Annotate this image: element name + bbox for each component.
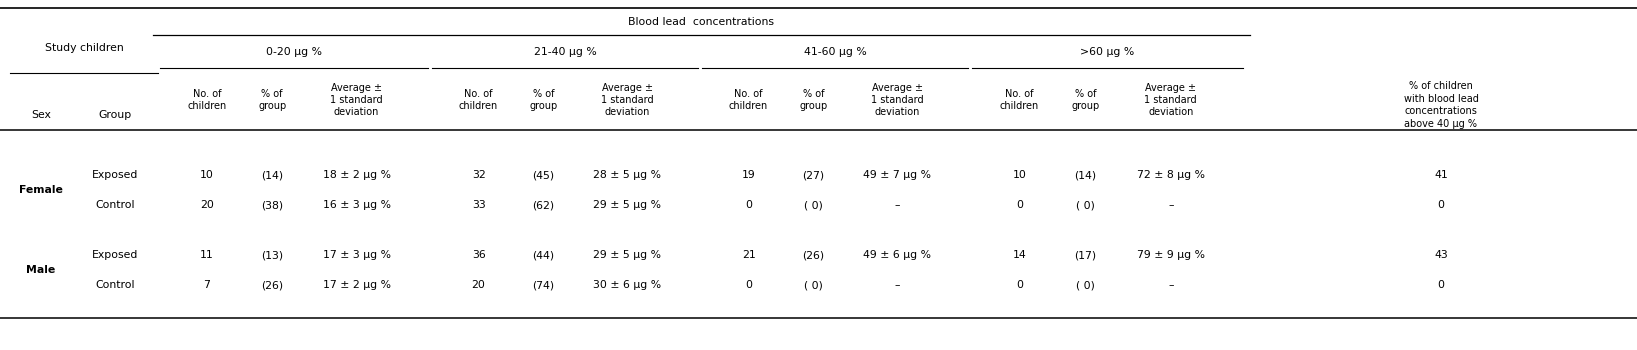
Text: Male: Male [26, 265, 56, 275]
Text: –: – [1169, 280, 1174, 290]
Text: 0: 0 [745, 280, 751, 290]
Text: 20: 20 [471, 280, 486, 290]
Text: (27): (27) [802, 170, 825, 180]
Text: Control: Control [95, 200, 134, 210]
Text: (14): (14) [1074, 170, 1097, 180]
Text: 41-60 μg %: 41-60 μg % [804, 47, 866, 57]
Text: 21-40 μg %: 21-40 μg % [534, 47, 596, 57]
Text: (26): (26) [802, 250, 825, 260]
Text: 43: 43 [1434, 250, 1447, 260]
Text: No. of
children: No. of children [187, 89, 226, 111]
Text: 14: 14 [1013, 250, 1026, 260]
Text: –: – [894, 200, 900, 210]
Text: >60 μg %: >60 μg % [1080, 47, 1134, 57]
Text: 0-20 μg %: 0-20 μg % [265, 47, 322, 57]
Text: ( 0): ( 0) [1076, 200, 1095, 210]
Text: 7: 7 [203, 280, 211, 290]
Text: 16 ± 3 μg %: 16 ± 3 μg % [322, 200, 391, 210]
Text: (26): (26) [262, 280, 283, 290]
Text: 21: 21 [742, 250, 755, 260]
Text: ( 0): ( 0) [804, 280, 823, 290]
Text: 0: 0 [1437, 280, 1444, 290]
Text: Blood lead  concentrations: Blood lead concentrations [629, 17, 774, 27]
Text: Sex: Sex [31, 110, 51, 120]
Text: (38): (38) [262, 200, 283, 210]
Text: –: – [894, 280, 900, 290]
Text: % of
group: % of group [259, 89, 286, 111]
Text: ( 0): ( 0) [1076, 280, 1095, 290]
Text: Study children: Study children [44, 43, 123, 53]
Text: (44): (44) [532, 250, 555, 260]
Text: 49 ± 7 μg %: 49 ± 7 μg % [863, 170, 931, 180]
Text: 17 ± 2 μg %: 17 ± 2 μg % [322, 280, 391, 290]
Text: Female: Female [20, 185, 62, 195]
Text: 10: 10 [1013, 170, 1026, 180]
Text: 30 ± 6 μg %: 30 ± 6 μg % [593, 280, 661, 290]
Text: Average ±
1 standard
deviation: Average ± 1 standard deviation [601, 83, 653, 117]
Text: No. of
children: No. of children [1000, 89, 1039, 111]
Text: No. of
children: No. of children [728, 89, 768, 111]
Text: (13): (13) [262, 250, 283, 260]
Text: Exposed: Exposed [92, 250, 138, 260]
Text: 0: 0 [745, 200, 751, 210]
Text: –: – [1169, 200, 1174, 210]
Text: 72 ± 8 μg %: 72 ± 8 μg % [1136, 170, 1205, 180]
Text: 10: 10 [200, 170, 214, 180]
Text: Group: Group [98, 110, 131, 120]
Text: ( 0): ( 0) [804, 200, 823, 210]
Text: % of children
with blood lead
concentrations
above 40 μg %: % of children with blood lead concentrat… [1403, 82, 1478, 128]
Text: 41: 41 [1434, 170, 1447, 180]
Text: % of
group: % of group [799, 89, 828, 111]
Text: % of
group: % of group [1071, 89, 1100, 111]
Text: Average ±
1 standard
deviation: Average ± 1 standard deviation [1144, 83, 1197, 117]
Text: % of
group: % of group [529, 89, 558, 111]
Text: 33: 33 [471, 200, 486, 210]
Text: 28 ± 5 μg %: 28 ± 5 μg % [593, 170, 661, 180]
Text: 20: 20 [200, 200, 214, 210]
Text: (17): (17) [1074, 250, 1097, 260]
Text: 19: 19 [742, 170, 755, 180]
Text: 11: 11 [200, 250, 214, 260]
Text: 0: 0 [1017, 280, 1023, 290]
Text: (74): (74) [532, 280, 555, 290]
Text: (62): (62) [532, 200, 555, 210]
Text: 32: 32 [471, 170, 486, 180]
Text: 18 ± 2 μg %: 18 ± 2 μg % [322, 170, 391, 180]
Text: No. of
children: No. of children [458, 89, 498, 111]
Text: Control: Control [95, 280, 134, 290]
Text: 36: 36 [471, 250, 486, 260]
Text: Exposed: Exposed [92, 170, 138, 180]
Text: 29 ± 5 μg %: 29 ± 5 μg % [593, 250, 661, 260]
Text: (14): (14) [262, 170, 283, 180]
Text: 79 ± 9 μg %: 79 ± 9 μg % [1136, 250, 1205, 260]
Text: 0: 0 [1437, 200, 1444, 210]
Text: Average ±
1 standard
deviation: Average ± 1 standard deviation [871, 83, 923, 117]
Text: (45): (45) [532, 170, 555, 180]
Text: Average ±
1 standard
deviation: Average ± 1 standard deviation [331, 83, 383, 117]
Text: 29 ± 5 μg %: 29 ± 5 μg % [593, 200, 661, 210]
Text: 0: 0 [1017, 200, 1023, 210]
Text: 17 ± 3 μg %: 17 ± 3 μg % [322, 250, 391, 260]
Text: 49 ± 6 μg %: 49 ± 6 μg % [863, 250, 931, 260]
